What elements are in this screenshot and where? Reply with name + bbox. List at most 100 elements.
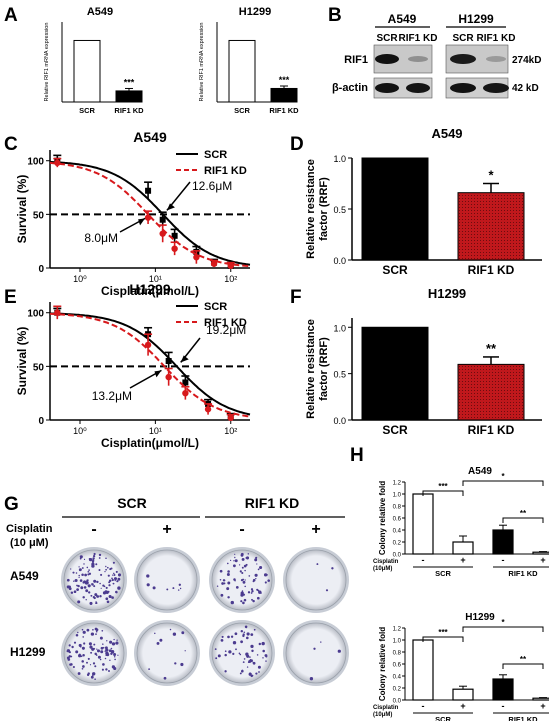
chart-h-h1299-sign: - [422, 701, 425, 711]
chart-e-point-kd [144, 341, 152, 349]
panel-letter-a: A [4, 5, 18, 26]
panel-a-significance: *** [124, 77, 135, 87]
chart-c-arrowhead [138, 218, 146, 226]
colony [221, 582, 224, 585]
colony [232, 652, 235, 656]
colony [113, 655, 116, 658]
colony [75, 572, 78, 574]
chart-h-h1299-sign: + [460, 701, 465, 711]
chart-c-annotation: 8.0μM [84, 231, 118, 245]
colony [252, 599, 255, 603]
colony [95, 654, 98, 656]
colony [249, 656, 251, 658]
chart-f-title: H1299 [428, 286, 466, 301]
colony-plate [283, 547, 349, 613]
chart-h-h1299-title: H1299 [465, 612, 495, 623]
colony [263, 573, 268, 577]
chart-c-annotation: 12.6μM [192, 179, 232, 193]
colony-plate [134, 620, 200, 686]
colony [172, 587, 175, 590]
panel-letter-g: G [4, 494, 19, 515]
chart-f-category: RIF1 KD [468, 423, 515, 437]
colony [80, 646, 82, 648]
colony [85, 599, 87, 601]
panel-letter-b: B [328, 5, 342, 26]
colony [102, 643, 104, 645]
colony [235, 648, 237, 651]
colony [81, 646, 85, 650]
colony [83, 586, 87, 589]
chart-h-a549-sign: + [540, 555, 545, 565]
colony [88, 569, 90, 571]
blot-lane-2: RIF1 KD [399, 33, 438, 44]
chart-h-h1299-row-label-1: Cisplatin [373, 705, 399, 711]
plate-group-scr: SCR [117, 495, 147, 511]
colony [111, 596, 114, 599]
chart-d-significance: * [488, 168, 494, 183]
chart-c: A549 0 50 100 10⁰ 10¹ 10² Cisplatin(μmol/L) Surv… [15, 129, 251, 298]
colony [88, 557, 93, 562]
chart-e-point-kd [227, 414, 234, 422]
colony [94, 665, 97, 668]
colony [234, 579, 236, 582]
colony [78, 566, 80, 568]
colony [78, 654, 82, 658]
plate-row-a549: A549 [10, 569, 39, 583]
colony-plate [209, 620, 275, 686]
colony [251, 649, 254, 653]
colony [98, 569, 101, 571]
chart-e-curve-kd [50, 312, 251, 418]
colony [75, 633, 79, 637]
colony [100, 646, 104, 650]
colony [251, 590, 254, 593]
colony [84, 573, 87, 577]
colony [95, 630, 98, 633]
colony [264, 581, 267, 584]
chart-e-ytick-label: 0 [38, 416, 44, 427]
chart-h-a549-sign: - [502, 555, 505, 565]
colony [233, 560, 235, 562]
colony [316, 563, 319, 566]
colony [80, 586, 84, 590]
colony [243, 658, 246, 660]
colony [232, 564, 236, 568]
colony [88, 591, 91, 594]
chart-e-point-kd [165, 373, 172, 381]
chart-h-h1299-ytick-label: 1.2 [393, 627, 402, 633]
blot-size-rif1: 274kD [512, 55, 541, 66]
chart-h-a549-ytick-label: 1.2 [393, 481, 402, 487]
colony [226, 573, 230, 576]
chart-e-point-scr [182, 379, 189, 386]
colony [227, 570, 230, 573]
colony [184, 650, 186, 652]
colony [78, 574, 80, 577]
panel-a-title: H1299 [239, 6, 271, 18]
colony [235, 586, 239, 589]
colony [174, 662, 177, 665]
colony [85, 589, 89, 593]
colony [100, 573, 103, 576]
blot-band-rif1-a549-scr [375, 54, 399, 64]
colony [117, 573, 122, 577]
blot-band-rif1-h1299-scr [450, 54, 476, 64]
colony [68, 587, 72, 591]
colony [96, 580, 99, 584]
colony [255, 556, 258, 559]
chart-h-h1299-ytick-label: 0.6 [393, 663, 402, 669]
chart-c-point-scr [171, 232, 178, 239]
chart-c-point-kd [159, 230, 166, 237]
colony [92, 557, 95, 560]
plate-dish [211, 622, 273, 684]
colony [90, 632, 95, 636]
colony [224, 653, 227, 657]
panel-letter-f: F [290, 287, 302, 308]
colony [224, 650, 227, 653]
chart-h-h1299-ytick-label: 0.4 [393, 675, 402, 681]
colony [258, 671, 260, 673]
colony [181, 631, 185, 635]
colony [110, 652, 113, 655]
colony [77, 631, 79, 634]
panel-a-category: RIF1 KD [269, 106, 299, 115]
chart-h-a549-bracket [502, 517, 544, 523]
colony [156, 641, 160, 645]
